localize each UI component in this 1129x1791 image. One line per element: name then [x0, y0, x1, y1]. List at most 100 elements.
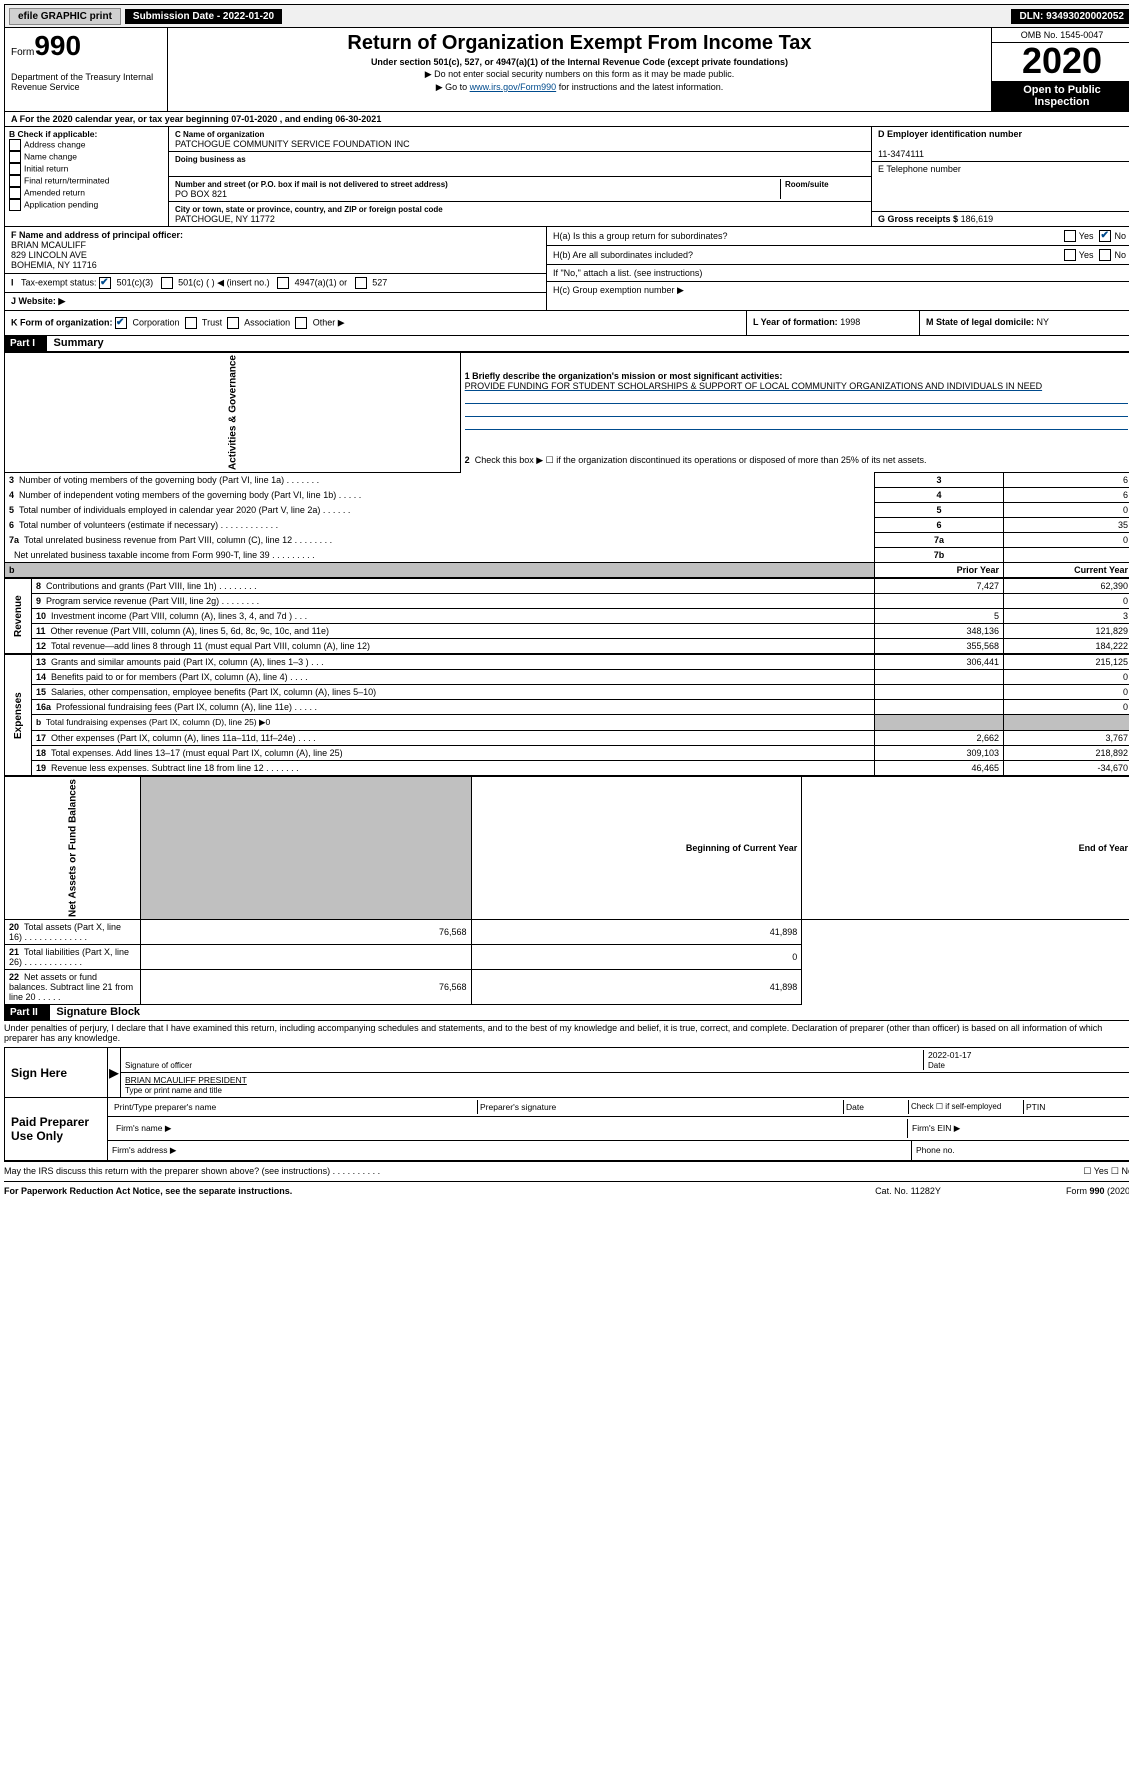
- officer-name: BRIAN MCAULIFF: [11, 240, 86, 250]
- gov-label: Activities & Governance: [5, 353, 461, 473]
- officer-name-title: BRIAN MCAULIFF PRESIDENT: [125, 1075, 247, 1085]
- instr2-pre: ▶ Go to: [436, 82, 470, 92]
- summary-table: Activities & Governance 1 Briefly descri…: [4, 352, 1129, 578]
- cat-no: Cat. No. 11282Y: [833, 1186, 983, 1196]
- state-domicile: NY: [1037, 317, 1050, 327]
- part-ii-header: Part II: [4, 1005, 50, 1020]
- paid-prep-label: Paid Preparer Use Only: [5, 1098, 108, 1160]
- name-label: C Name of organization: [175, 130, 264, 139]
- officer-addr1: 829 LINCOLN AVE: [11, 250, 87, 260]
- mission-text: PROVIDE FUNDING FOR STUDENT SCHOLARSHIPS…: [465, 381, 1042, 391]
- part-i-header: Part I: [4, 336, 47, 351]
- discuss-yn[interactable]: ☐ Yes ☐ No: [1083, 1166, 1129, 1177]
- boxb-item[interactable]: Name change: [9, 151, 164, 163]
- signature-block: Sign Here ▸ Signature of officer 2022-01…: [4, 1047, 1129, 1161]
- part-i-title: Summary: [54, 337, 104, 349]
- irs-link[interactable]: www.irs.gov/Form990: [470, 82, 557, 92]
- h-b-label: H(b) Are all subordinates included?: [553, 250, 1064, 260]
- box-m-label: M State of legal domicile:: [926, 317, 1034, 327]
- k-corp[interactable]: [115, 317, 127, 329]
- addr-label: Number and street (or P.O. box if mail i…: [175, 180, 448, 189]
- k-other[interactable]: [295, 317, 307, 329]
- tax-year: 2020: [992, 43, 1129, 79]
- open-public: Open to Public Inspection: [992, 81, 1129, 111]
- box-b-title: B Check if applicable:: [9, 129, 97, 139]
- main-info: B Check if applicable: Address changeNam…: [4, 127, 1129, 227]
- expense-table: Expenses 13 Grants and similar amounts p…: [4, 654, 1129, 776]
- table-row: 22 Net assets or fund balances. Subtract…: [5, 970, 1129, 1005]
- 501c3-checkbox[interactable]: [99, 277, 111, 289]
- k-assoc[interactable]: [227, 317, 239, 329]
- prep-sig-lbl: Preparer's signature: [478, 1100, 844, 1114]
- firm-addr-lbl: Firm's address ▶: [108, 1141, 911, 1160]
- ein-label: D Employer identification number: [878, 129, 1022, 139]
- net-label: Net Assets or Fund Balances: [5, 777, 141, 920]
- table-row: Expenses 13 Grants and similar amounts p…: [5, 655, 1129, 670]
- city-label: City or town, state or province, country…: [175, 205, 443, 214]
- ha-no[interactable]: [1099, 230, 1111, 242]
- perjury-text: Under penalties of perjury, I declare th…: [4, 1021, 1129, 1045]
- name-title-lbl: Type or print name and title: [125, 1086, 222, 1095]
- table-row: 12 Total revenue—add lines 8 through 11 …: [5, 639, 1129, 654]
- line-2: Check this box ▶ ☐ if the organization d…: [475, 455, 927, 465]
- k-opt-other: Other ▶: [313, 317, 345, 327]
- table-row: 10 Investment income (Part VIII, column …: [5, 609, 1129, 624]
- k-opt-assoc: Association: [244, 317, 290, 327]
- street-address: PO BOX 821: [175, 189, 227, 199]
- instruction-1: ▶ Do not enter social security numbers o…: [174, 69, 985, 80]
- city-state-zip: PATCHOGUE, NY 11772: [175, 214, 275, 224]
- prior-year-hdr: Prior Year: [875, 563, 1004, 578]
- boxb-item[interactable]: Address change: [9, 139, 164, 151]
- ein-value: 11-3474111: [878, 149, 924, 159]
- form-title: Return of Organization Exempt From Incom…: [174, 32, 985, 55]
- end-year-hdr: End of Year: [802, 777, 1129, 920]
- form-footer: Form 990 (2020): [983, 1186, 1129, 1196]
- website-label: J Website: ▶: [11, 296, 65, 306]
- hb-no[interactable]: [1099, 249, 1111, 261]
- phone-label: E Telephone number: [878, 164, 961, 174]
- boxb-item[interactable]: Initial return: [9, 163, 164, 175]
- boxb-item[interactable]: Final return/terminated: [9, 175, 164, 187]
- firm-phone-lbl: Phone no.: [911, 1141, 1129, 1160]
- gross-label: G Gross receipts $: [878, 214, 958, 224]
- firm-ein-lbl: Firm's EIN ▶: [907, 1119, 1128, 1138]
- table-row: 15 Salaries, other compensation, employe…: [5, 685, 1129, 700]
- 501c-checkbox[interactable]: [161, 277, 173, 289]
- firm-name-lbl: Firm's name ▶: [112, 1119, 907, 1138]
- h-b-note: If "No," attach a list. (see instruction…: [547, 265, 1129, 282]
- table-row: 20 Total assets (Part X, line 16) . . . …: [5, 920, 1129, 945]
- top-bar: efile GRAPHIC print Submission Date - 20…: [4, 4, 1129, 28]
- table-row: 6 Total number of volunteers (estimate i…: [5, 518, 1129, 533]
- mission-q: 1 Briefly describe the organization's mi…: [465, 371, 783, 381]
- table-row: 21 Total liabilities (Part X, line 26) .…: [5, 945, 1129, 970]
- org-name: PATCHOGUE COMMUNITY SERVICE FOUNDATION I…: [175, 139, 410, 149]
- box-de: D Employer identification number 11-3474…: [872, 127, 1129, 226]
- table-row: Net unrelated business taxable income fr…: [5, 548, 1129, 563]
- discuss-text: May the IRS discuss this return with the…: [4, 1166, 1083, 1177]
- department-label: Department of the Treasury Internal Reve…: [11, 72, 161, 92]
- efile-button[interactable]: efile GRAPHIC print: [9, 8, 121, 25]
- opt-501c: 501(c) ( ) ◀ (insert no.): [178, 277, 269, 287]
- 4947-checkbox[interactable]: [277, 277, 289, 289]
- table-row: 5 Total number of individuals employed i…: [5, 503, 1129, 518]
- box-f: F Name and address of principal officer:…: [5, 227, 546, 274]
- box-j: J Website: ▶: [5, 293, 546, 310]
- table-row: 3 Number of voting members of the govern…: [5, 473, 1129, 488]
- table-row: 16a Professional fundraising fees (Part …: [5, 700, 1129, 715]
- tax-status-label: Tax-exempt status:: [21, 277, 97, 287]
- prep-date-lbl: Date: [844, 1100, 909, 1114]
- title-box: Return of Organization Exempt From Incom…: [168, 28, 991, 111]
- sig-officer-lbl: Signature of officer: [125, 1061, 192, 1070]
- gross-value: 186,619: [961, 214, 994, 224]
- 527-checkbox[interactable]: [355, 277, 367, 289]
- table-row: 11 Other revenue (Part VIII, column (A),…: [5, 624, 1129, 639]
- ha-yes[interactable]: [1064, 230, 1076, 242]
- k-trust[interactable]: [185, 317, 197, 329]
- boxb-item[interactable]: Application pending: [9, 199, 164, 211]
- paperwork-notice: For Paperwork Reduction Act Notice, see …: [4, 1186, 833, 1196]
- h-a-label: H(a) Is this a group return for subordin…: [553, 231, 1064, 241]
- room-label: Room/suite: [785, 180, 829, 189]
- boxb-item[interactable]: Amended return: [9, 187, 164, 199]
- hb-yes[interactable]: [1064, 249, 1076, 261]
- table-row: 4 Number of independent voting members o…: [5, 488, 1129, 503]
